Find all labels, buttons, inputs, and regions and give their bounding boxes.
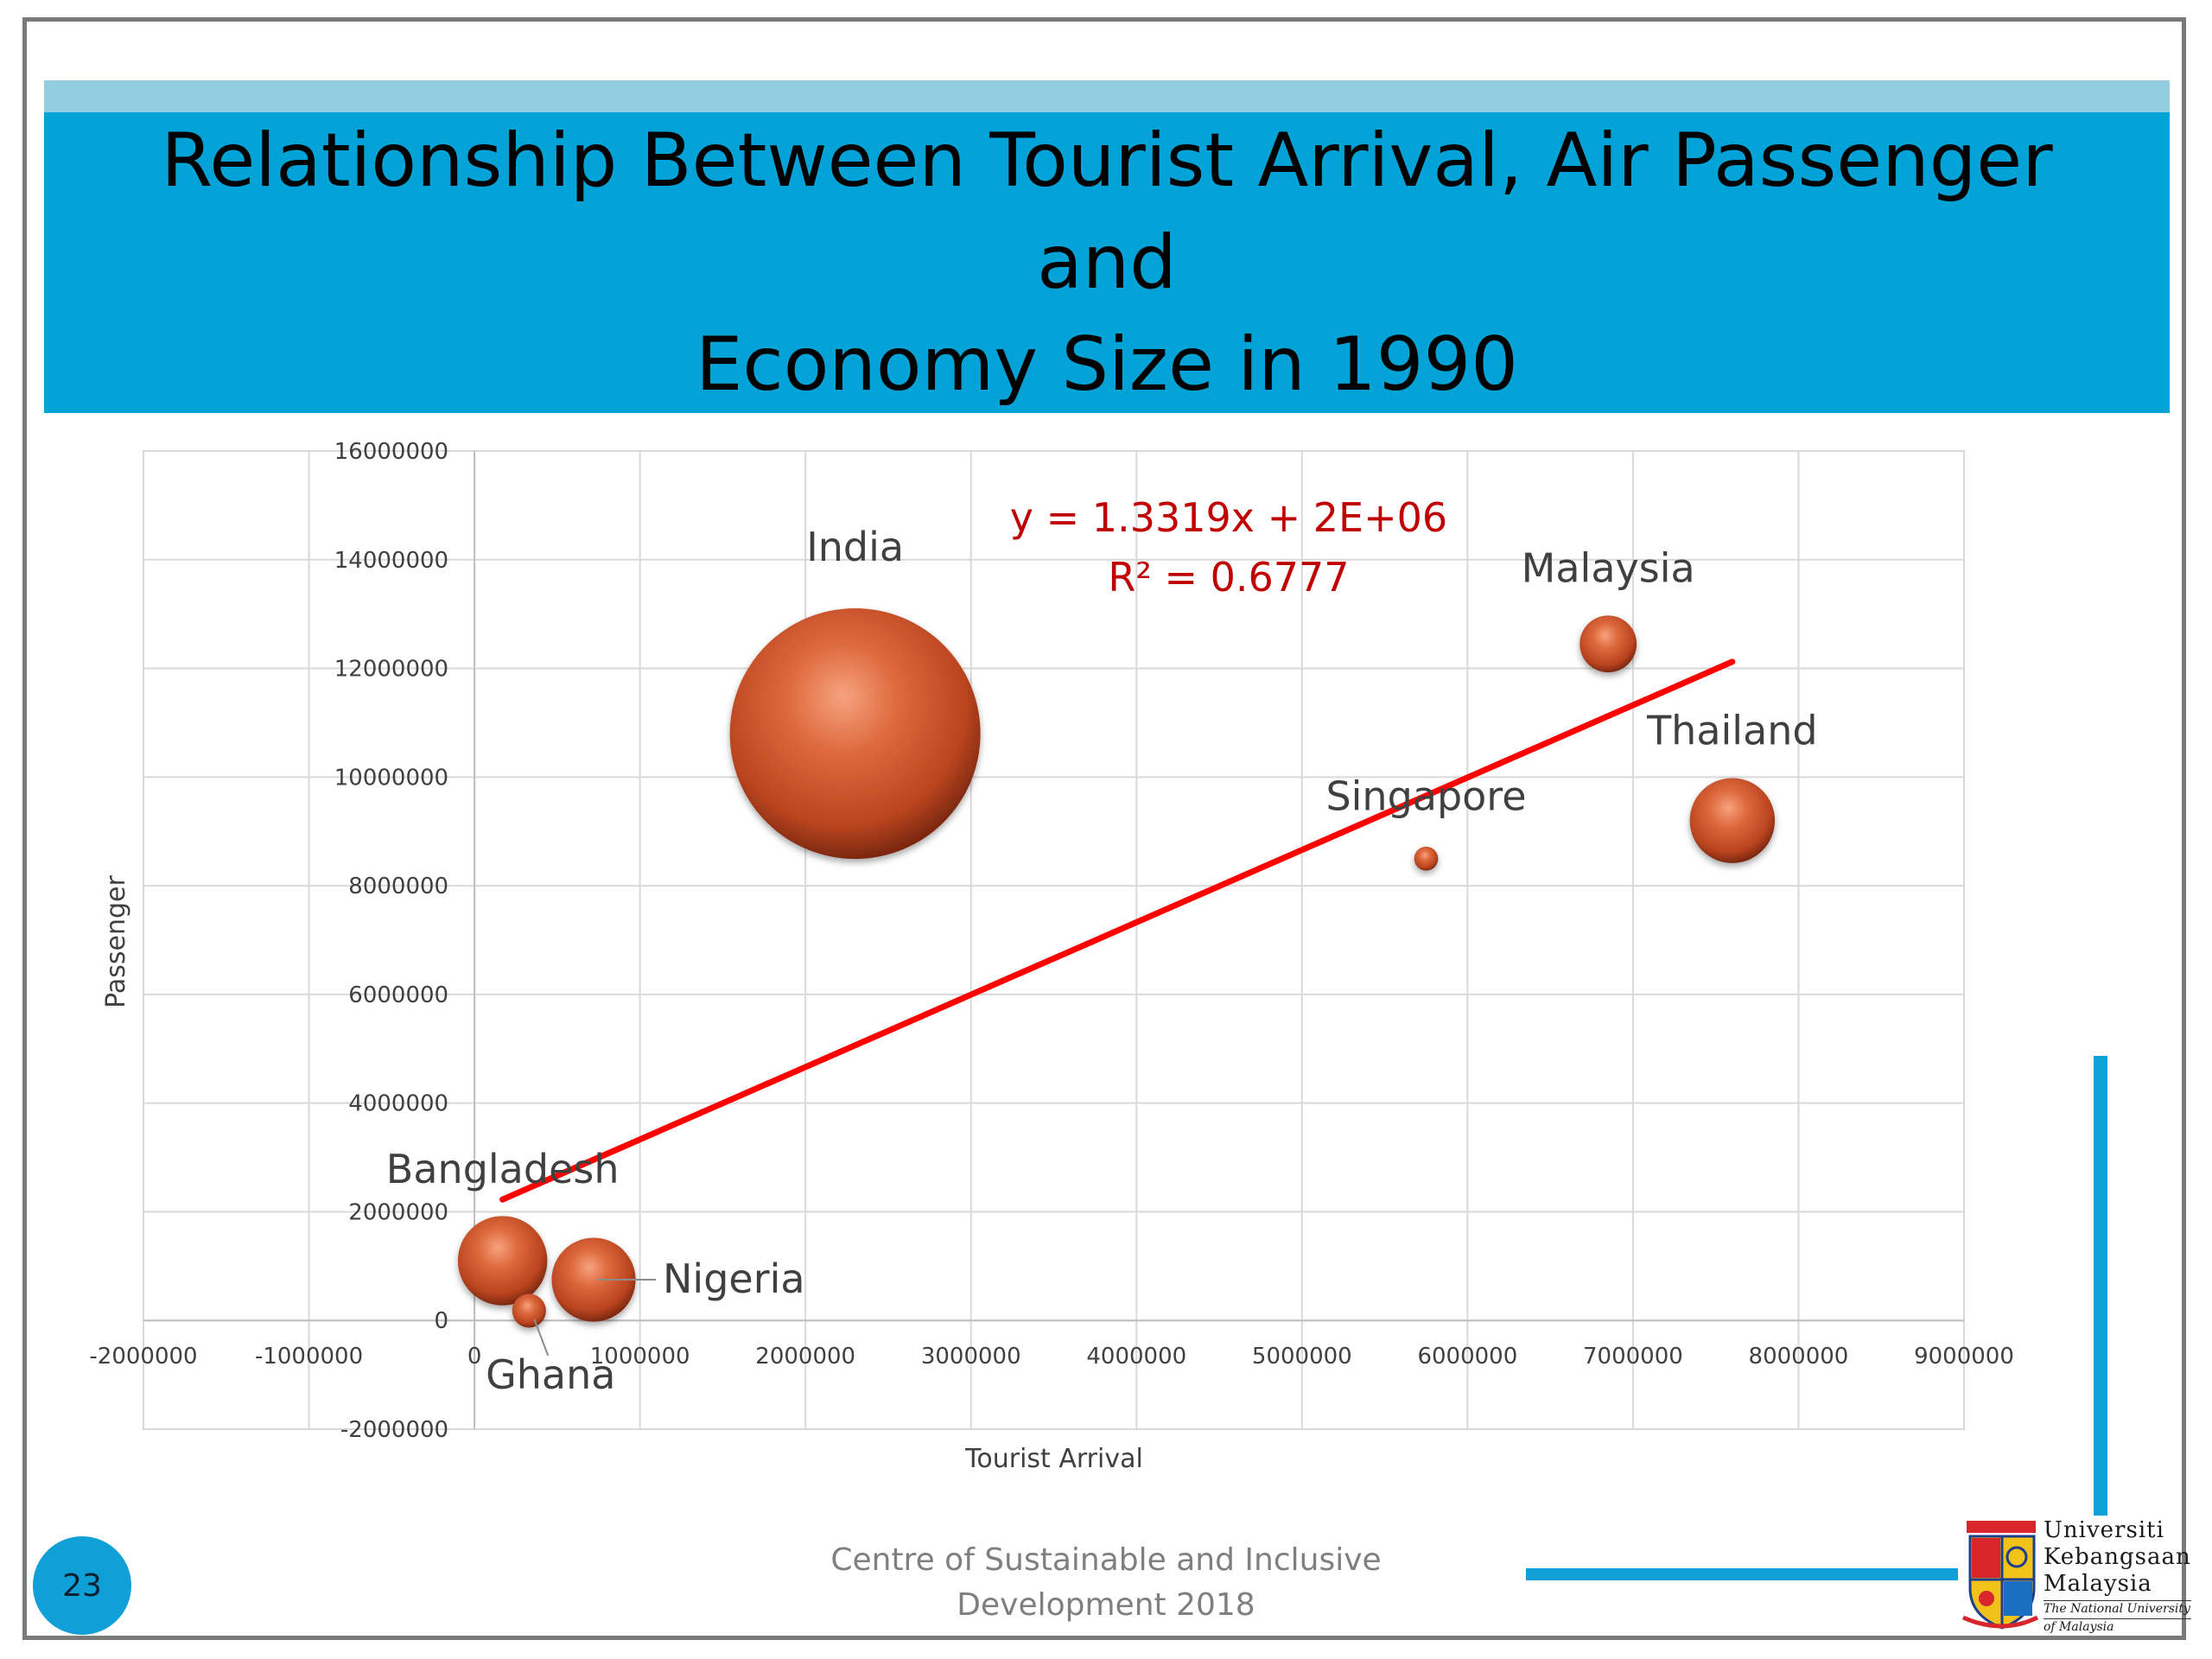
data-label-india: India [806, 524, 904, 570]
slide-title: Relationship Between Tourist Arrival, Ai… [96, 110, 2118, 416]
title-band-accent [44, 80, 2170, 115]
x-tick-label-11: 9000000 [1914, 1344, 2014, 1370]
footer-line2: Development 2018 [957, 1587, 1255, 1623]
title-band: Relationship Between Tourist Arrival, Ai… [44, 112, 2170, 413]
x-tick-label-6: 4000000 [1086, 1344, 1186, 1370]
page-number-badge: 23 [33, 1536, 131, 1635]
plot-area [143, 450, 1965, 1430]
trendline-equation: y = 1.3319x + 2E+06 [1010, 494, 1447, 541]
y-tick-label-3: 4000000 [348, 1091, 448, 1117]
trendline-r-squared: R² = 0.6777 [1108, 554, 1349, 601]
x-tick-labels: -2000000 -1000000 0 1000000 2000000 3000000 40… [89, 1344, 2013, 1370]
y-tick-label-9: 16000000 [334, 439, 448, 465]
y-tick-label-2: 2000000 [348, 1199, 448, 1225]
y-tick-label-5: 8000000 [348, 874, 448, 899]
x-tick-label-7: 5000000 [1252, 1344, 1352, 1370]
crest-icon [1961, 1521, 2039, 1630]
y-axis-label: Passenger [101, 874, 131, 1007]
x-tick-label-8: 6000000 [1417, 1344, 1517, 1370]
accent-bar-vertical [2094, 1056, 2107, 1516]
footer: Centre of Sustainable and Inclusive Deve… [778, 1538, 1434, 1628]
bubble-singapore [1414, 846, 1439, 871]
bubble-bangladesh [457, 1216, 548, 1306]
logo-sub1: The National University [2044, 1600, 2191, 1616]
y-tick-label-8: 14000000 [334, 548, 448, 574]
x-axis-label: Tourist Arrival [964, 1444, 1143, 1474]
logo-line1: Universiti [2044, 1517, 2164, 1543]
data-label-malaysia: Malaysia [1522, 544, 1695, 591]
bubble-india [729, 608, 981, 860]
data-label-thailand: Thailand [1646, 708, 1818, 754]
bubble-nigeria [551, 1237, 636, 1322]
trendline-group [499, 658, 1736, 1203]
logo-sub2: of Malaysia [2044, 1618, 2191, 1634]
data-labels: India Malaysia Thailand Singapore Bangladesh… [386, 524, 1818, 1398]
y-tick-label-4: 6000000 [348, 982, 448, 1008]
x-tick-label-1: -1000000 [255, 1344, 363, 1370]
x-tick-label-9: 7000000 [1583, 1344, 1683, 1370]
slide-title-line2: Economy Size in 1990 [696, 321, 1518, 408]
data-label-nigeria: Nigeria [663, 1255, 805, 1302]
data-label-bangladesh: Bangladesh [386, 1146, 620, 1192]
y-tick-label-7: 12000000 [334, 657, 448, 683]
leader-line-ghana [533, 1319, 550, 1357]
x-tick-label-3: 1000000 [590, 1344, 690, 1370]
x-tick-label-4: 2000000 [755, 1344, 855, 1370]
page-number: 23 [62, 1567, 102, 1604]
y-tick-label-0: -2000000 [340, 1417, 448, 1443]
y-tick-label-1: 0 [435, 1308, 449, 1334]
bubble-thailand [1689, 778, 1776, 863]
logo-line2: Kebangsaan [2044, 1544, 2191, 1570]
y-tick-labels: -2000000 0 2000000 4000000 6000000 8000000 100… [334, 439, 448, 1443]
data-label-singapore: Singapore [1325, 773, 1526, 820]
trendline [499, 658, 1736, 1203]
university-logo: Universiti Kebangsaan Malaysia The Natio… [1961, 1514, 2195, 1635]
logo-text: Universiti Kebangsaan Malaysia The Natio… [2044, 1517, 2191, 1634]
slide-title-line1: Relationship Between Tourist Arrival, Ai… [161, 118, 2053, 306]
y-tick-label-6: 10000000 [334, 765, 448, 791]
x-tick-label-5: 3000000 [921, 1344, 1021, 1370]
x-tick-label-10: 8000000 [1749, 1344, 1849, 1370]
bubble-malaysia [1580, 615, 1637, 673]
bubbles [457, 608, 1776, 1328]
x-tick-label-0: -2000000 [89, 1344, 197, 1370]
footer-line1: Centre of Sustainable and Inclusive [830, 1542, 1382, 1578]
accent-bar-horizontal [1526, 1568, 1958, 1580]
data-label-ghana: Ghana [486, 1351, 615, 1398]
x-tick-label-2: 0 [467, 1344, 482, 1370]
bubble-ghana [512, 1294, 546, 1328]
logo-line3: Malaysia [2044, 1571, 2152, 1597]
